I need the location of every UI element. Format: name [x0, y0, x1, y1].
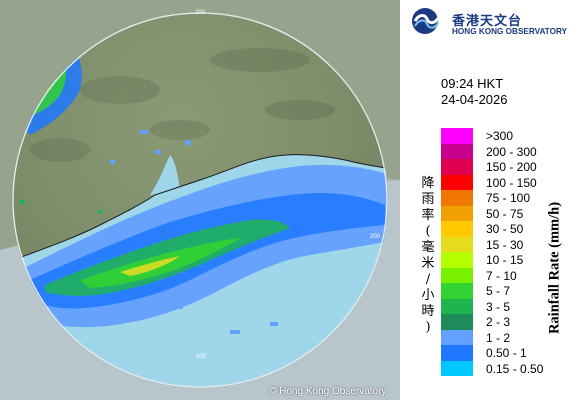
legend-swatch — [441, 360, 473, 376]
legend-swatch — [441, 190, 473, 206]
legend-label: 15 - 30 — [486, 237, 524, 252]
legend-swatch — [441, 205, 473, 221]
legend-unit-chinese: 降 雨 率 ( 毫 米 / 小 時 ) — [421, 176, 435, 335]
legend-label: 1 - 2 — [486, 330, 511, 345]
legend-swatch — [441, 143, 473, 159]
legend-swatch — [441, 314, 473, 330]
legend-row: 0.50 - 1 — [441, 345, 577, 361]
legend-row: 50 - 75 — [441, 205, 577, 221]
legend-label: 75 - 100 — [486, 191, 531, 205]
logo-chinese-name: 香港天文台 — [452, 14, 523, 29]
legend-label: 100 - 150 — [486, 175, 537, 190]
legend-row: 0.15 - 0.50 — [441, 360, 577, 376]
legend-label: 0.15 - 0.50 — [486, 361, 544, 376]
legend-row: 1 - 2 — [441, 329, 577, 345]
legend-label: >300 — [486, 129, 514, 143]
legend-row: 75 - 100 — [441, 190, 577, 206]
legend-row: 200 - 300 — [441, 143, 577, 159]
observation-date: 24-04-2026 — [441, 92, 508, 107]
observation-time: 09:24 HKT — [441, 76, 504, 91]
logo-english-name: HONG KONG OBSERVATORY — [452, 27, 568, 36]
hko-logo[interactable]: 香港天文台 HONG KONG OBSERVATORY — [410, 6, 575, 36]
legend-swatch — [441, 174, 473, 190]
legend-swatch — [441, 283, 473, 299]
copyright-notice: © Hong Kong Observatory — [269, 386, 387, 397]
legend-row: 5 - 7 — [441, 283, 577, 299]
legend-row: 100 - 150 — [441, 174, 577, 190]
legend-label: 2 - 3 — [486, 315, 511, 329]
radar-image: 200 200 200 — [0, 0, 400, 400]
legend-label: 50 - 75 — [486, 206, 524, 221]
legend-swatch — [441, 128, 473, 144]
legend-swatch — [441, 329, 473, 345]
legend-label: 200 - 300 — [486, 144, 537, 159]
legend-label: 7 - 10 — [486, 268, 517, 283]
rainfall-legend: >300 200 - 300 150 - 200 100 - 150 75 - 100 5… — [441, 128, 577, 376]
legend-label: 30 - 50 — [486, 222, 524, 236]
legend-row: 30 - 50 — [441, 221, 577, 237]
legend-swatch — [441, 221, 473, 237]
legend-row: 15 - 30 — [441, 236, 577, 252]
radar-map[interactable]: 200 200 200 © Hong Kong Observatory — [0, 0, 400, 400]
info-panel: 香港天文台 HONG KONG OBSERVATORY 09:24 HKT 24… — [400, 0, 577, 400]
legend-row: 150 - 200 — [441, 159, 577, 175]
legend-swatch — [441, 267, 473, 283]
legend-row: 7 - 10 — [441, 267, 577, 283]
legend-label: 5 - 7 — [486, 284, 511, 298]
legend-row: >300 — [441, 128, 577, 144]
legend-swatch — [441, 252, 473, 268]
legend-label: 0.50 - 1 — [486, 346, 527, 360]
range-label-right: 200 — [370, 234, 381, 240]
legend-label: 150 - 200 — [486, 160, 537, 174]
legend-swatch — [441, 236, 473, 252]
legend-row: 10 - 15 — [441, 252, 577, 268]
legend-unit-english: Rainfall Rate (mm/h) — [546, 201, 563, 335]
legend-row: 2 - 3 — [441, 314, 577, 330]
range-label-top: 200 — [195, 10, 206, 16]
legend-swatch — [441, 298, 473, 314]
legend-label: 10 - 15 — [486, 253, 524, 267]
legend-swatch — [441, 345, 473, 361]
range-label-bottom: 200 — [196, 354, 207, 360]
legend-swatch — [441, 159, 473, 175]
legend-row: 3 - 5 — [441, 298, 577, 314]
legend-label: 3 - 5 — [486, 299, 511, 314]
hko-emblem-icon — [412, 8, 440, 34]
